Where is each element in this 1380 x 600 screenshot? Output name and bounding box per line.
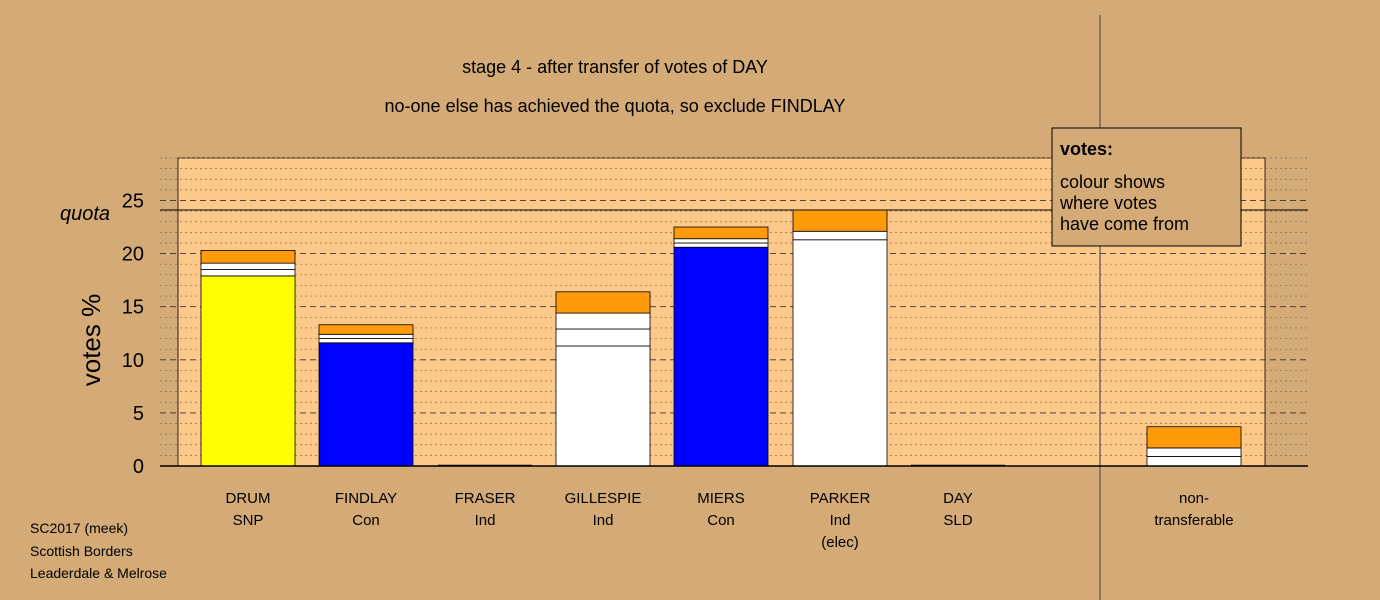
bar-non [1146, 426, 1242, 467]
bar-segment [318, 324, 414, 335]
x-tick-label: SNP [233, 512, 264, 529]
legend-line: colour shows [1060, 172, 1165, 192]
bar-segment [673, 246, 769, 467]
y-tick-label: 25 [122, 190, 144, 212]
bar-segment [673, 238, 769, 244]
bar-segment [200, 269, 296, 277]
x-tick-label: Ind [830, 512, 851, 529]
x-tick-label: PARKER [810, 490, 871, 507]
x-tick-label: SLD [943, 512, 972, 529]
x-tick-label: (elec) [821, 534, 859, 551]
bar-segment [1146, 456, 1242, 467]
quota-label: quota [60, 203, 110, 225]
bar-segment [1146, 447, 1242, 457]
bar-segment [673, 242, 769, 248]
bar-segment [200, 275, 296, 467]
bar-segment [318, 338, 414, 344]
bars [200, 209, 1242, 467]
x-tick-label: non- [1179, 490, 1209, 507]
bar-segment [792, 209, 888, 232]
x-tick-label: GILLESPIE [565, 490, 642, 507]
y-tick-label: 0 [133, 456, 144, 478]
x-tick-label: FINDLAY [335, 490, 397, 507]
x-tick-label: Ind [475, 512, 496, 529]
bar-segment [318, 333, 414, 339]
y-tick-label: 10 [122, 350, 144, 372]
legend-line: have come from [1060, 214, 1189, 234]
bar-segment [555, 345, 651, 467]
x-tick-label: Con [352, 512, 380, 529]
source-note: SC2017 (meek) Scottish Borders Leaderdal… [30, 520, 167, 581]
legend-line: where votes [1059, 193, 1157, 213]
bar-segment [673, 226, 769, 240]
x-tick-label: Ind [593, 512, 614, 529]
y-tick-label: 20 [122, 244, 144, 266]
bar-parker [792, 209, 888, 467]
bar-findlay [318, 324, 414, 467]
y-tick-label: 5 [133, 403, 144, 425]
bar-miers [673, 226, 769, 467]
y-axis-label: votes % [76, 294, 106, 387]
chart-subtitle: no-one else has achieved the quota, so e… [385, 96, 846, 116]
source-line: Leaderdale & Melrose [30, 565, 167, 581]
legend-title: votes: [1060, 139, 1113, 159]
x-tick-label: FRASER [455, 490, 516, 507]
x-axis-labels: DRUM SNP FINDLAY Con FRASER Ind GILLESPIE Ind MI… [226, 490, 1234, 551]
bar-segment [555, 312, 651, 330]
x-tick-label: transferable [1154, 512, 1233, 529]
bar-segment [555, 328, 651, 347]
bar-segment [792, 239, 888, 467]
bar-segment [200, 262, 296, 270]
x-tick-label: MIERS [697, 490, 745, 507]
bar-segment [200, 249, 296, 264]
y-tick-label: 15 [122, 297, 144, 319]
y-axis-ticks: 0 5 10 15 20 25 [122, 190, 144, 478]
bar-segment [792, 230, 888, 241]
x-tick-label: Con [707, 512, 735, 529]
bar-drum [200, 249, 296, 467]
bar-segment [1146, 426, 1242, 449]
source-line: Scottish Borders [30, 543, 133, 559]
x-tick-label: DAY [943, 490, 973, 507]
source-line: SC2017 (meek) [30, 520, 128, 536]
bar-segment [318, 342, 414, 467]
chart-title: stage 4 - after transfer of votes of DAY [462, 57, 768, 77]
bar-gillespie [555, 291, 651, 467]
bar-segment [555, 291, 651, 314]
x-tick-label: DRUM [226, 490, 271, 507]
legend: votes: colour shows where votes have com… [1051, 127, 1242, 247]
